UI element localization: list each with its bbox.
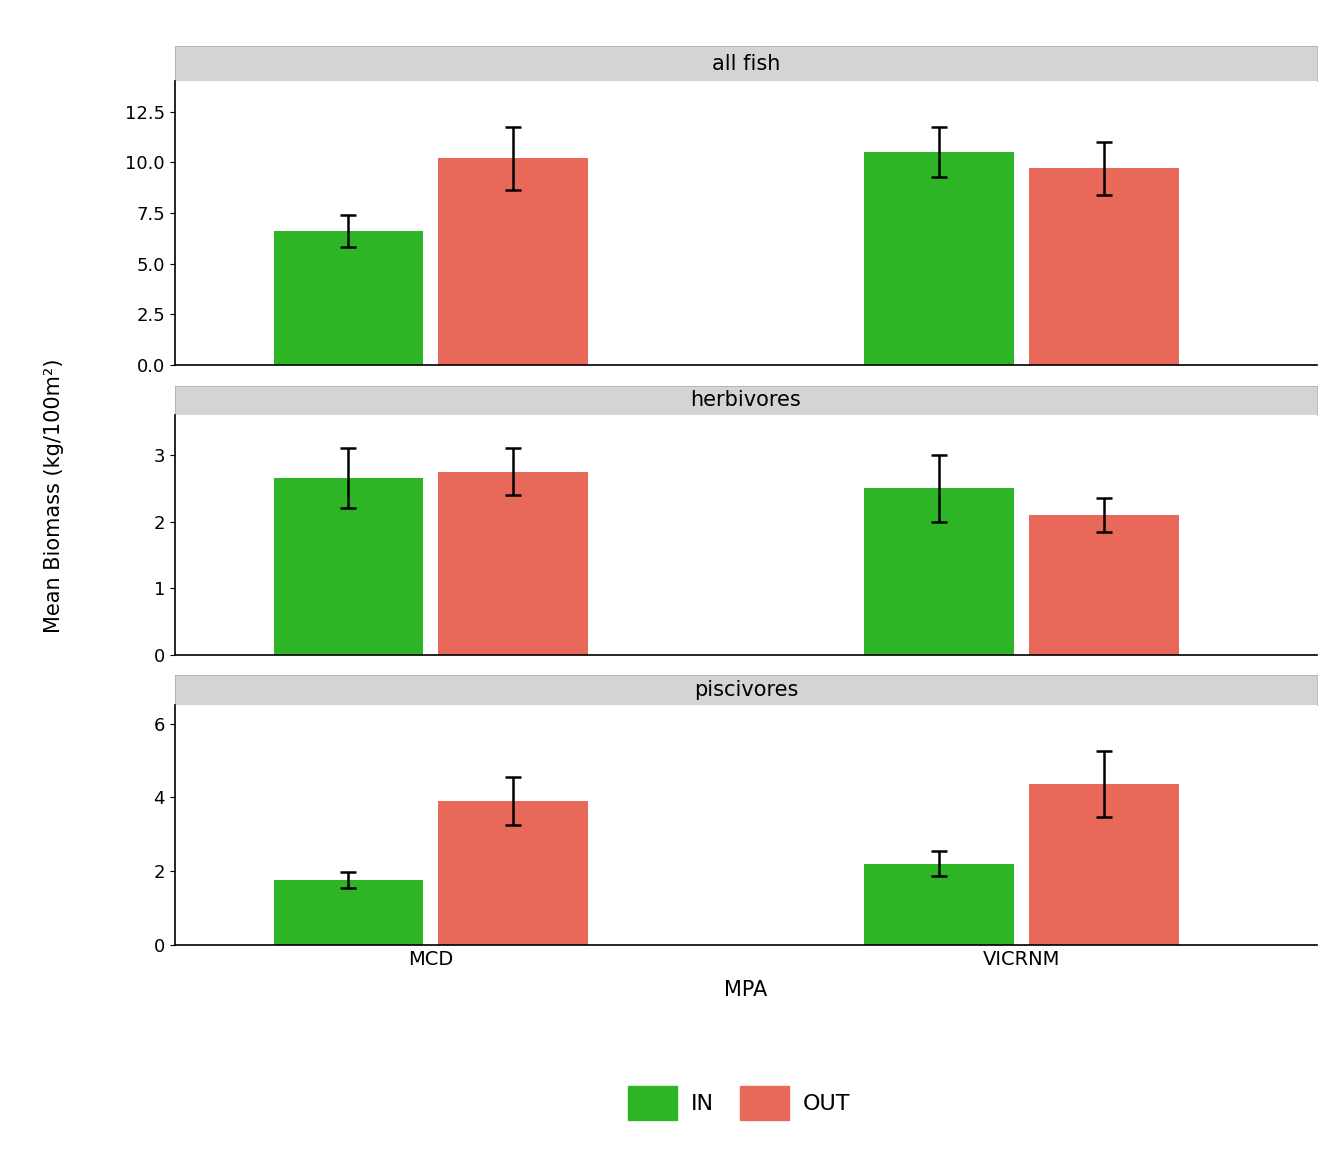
Text: Mean Biomass (kg/100m²): Mean Biomass (kg/100m²)	[44, 358, 63, 632]
Bar	[274, 478, 423, 654]
Text: all fish: all fish	[712, 54, 780, 74]
Bar	[438, 471, 587, 654]
X-axis label: MPA: MPA	[724, 979, 767, 1000]
Bar	[864, 488, 1015, 654]
Bar	[274, 232, 423, 365]
Text: herbivores: herbivores	[691, 391, 801, 410]
Bar	[1030, 168, 1179, 365]
Bar	[1030, 515, 1179, 654]
Legend: IN, OUT: IN, OUT	[620, 1077, 859, 1129]
Bar	[438, 801, 587, 945]
Bar	[1030, 785, 1179, 945]
Text: piscivores: piscivores	[694, 681, 798, 700]
Bar	[864, 864, 1015, 945]
Bar	[864, 152, 1015, 365]
Bar	[274, 880, 423, 945]
Bar	[438, 158, 587, 365]
